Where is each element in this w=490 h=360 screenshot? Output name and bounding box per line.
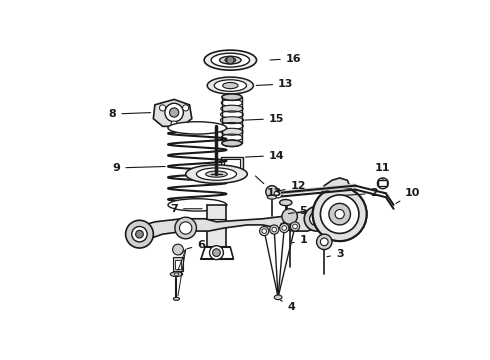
Ellipse shape: [222, 140, 242, 147]
Circle shape: [313, 187, 367, 241]
Circle shape: [282, 226, 287, 230]
Text: 5: 5: [289, 206, 307, 216]
Ellipse shape: [221, 128, 243, 135]
Ellipse shape: [280, 222, 291, 227]
Text: 10: 10: [396, 188, 420, 203]
Circle shape: [183, 105, 189, 111]
Circle shape: [329, 203, 350, 225]
Circle shape: [210, 246, 223, 260]
Circle shape: [165, 103, 183, 122]
Text: 9: 9: [113, 163, 165, 173]
Ellipse shape: [220, 56, 241, 64]
Circle shape: [293, 224, 297, 229]
Polygon shape: [130, 211, 320, 242]
Polygon shape: [320, 178, 355, 236]
Circle shape: [335, 210, 344, 219]
Text: 3: 3: [327, 249, 343, 259]
Bar: [172, 257, 183, 271]
Text: 7: 7: [171, 204, 202, 214]
Circle shape: [213, 249, 220, 256]
Circle shape: [160, 105, 166, 111]
Ellipse shape: [173, 297, 179, 300]
Ellipse shape: [168, 122, 226, 134]
Circle shape: [304, 206, 329, 231]
Circle shape: [320, 195, 359, 233]
Circle shape: [272, 227, 276, 232]
Ellipse shape: [268, 195, 276, 199]
Circle shape: [172, 244, 183, 255]
Text: 4: 4: [280, 300, 295, 311]
Circle shape: [320, 238, 328, 246]
Text: 13: 13: [255, 176, 282, 198]
Circle shape: [266, 186, 278, 198]
Ellipse shape: [204, 50, 257, 70]
Ellipse shape: [174, 273, 179, 275]
Text: 15: 15: [245, 114, 284, 123]
Ellipse shape: [186, 165, 247, 183]
Bar: [224, 159, 240, 170]
Circle shape: [274, 190, 282, 198]
Ellipse shape: [168, 199, 226, 211]
Text: 13: 13: [256, 79, 294, 89]
Circle shape: [280, 223, 289, 233]
Ellipse shape: [171, 272, 183, 276]
Circle shape: [317, 234, 332, 249]
Circle shape: [132, 226, 147, 242]
Bar: [207, 205, 226, 247]
Bar: [221, 157, 243, 174]
Ellipse shape: [222, 94, 242, 100]
Circle shape: [179, 222, 192, 234]
Circle shape: [171, 121, 177, 127]
Circle shape: [136, 230, 144, 238]
Ellipse shape: [274, 295, 282, 300]
Ellipse shape: [280, 199, 292, 206]
Circle shape: [310, 212, 323, 226]
Circle shape: [270, 225, 279, 234]
Ellipse shape: [206, 171, 227, 177]
Circle shape: [282, 209, 297, 224]
Polygon shape: [153, 99, 192, 126]
Text: 1: 1: [293, 235, 307, 245]
Circle shape: [226, 56, 234, 64]
Ellipse shape: [207, 77, 253, 94]
Ellipse shape: [196, 168, 237, 180]
Text: 2: 2: [343, 188, 378, 198]
Circle shape: [334, 209, 345, 220]
Text: 11: 11: [375, 163, 391, 180]
Ellipse shape: [222, 140, 242, 147]
Circle shape: [260, 226, 269, 236]
Text: 12: 12: [279, 181, 306, 191]
Ellipse shape: [221, 105, 243, 112]
Ellipse shape: [222, 94, 242, 100]
Circle shape: [291, 222, 300, 231]
Text: 8: 8: [109, 109, 150, 119]
Text: 14: 14: [245, 150, 285, 161]
Bar: [175, 260, 181, 269]
Ellipse shape: [220, 117, 244, 124]
Text: 6: 6: [187, 240, 205, 250]
Ellipse shape: [225, 172, 239, 176]
Ellipse shape: [222, 82, 238, 89]
Circle shape: [262, 229, 267, 233]
Circle shape: [320, 195, 359, 233]
Circle shape: [125, 220, 153, 248]
Circle shape: [377, 178, 388, 189]
Text: 16: 16: [270, 54, 301, 64]
Circle shape: [313, 187, 367, 241]
Circle shape: [170, 108, 179, 117]
Circle shape: [329, 203, 350, 225]
Circle shape: [175, 217, 196, 239]
Ellipse shape: [214, 80, 246, 91]
Ellipse shape: [211, 53, 249, 67]
Ellipse shape: [225, 58, 236, 62]
